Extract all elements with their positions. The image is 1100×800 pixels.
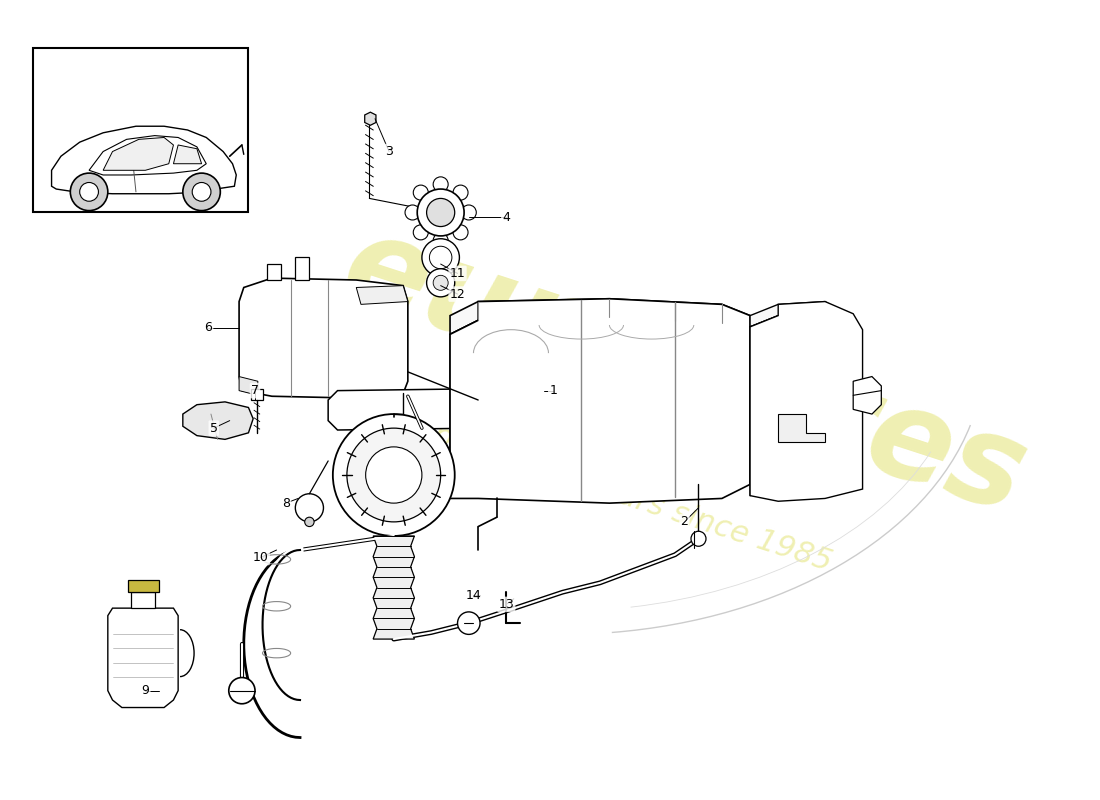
Circle shape — [453, 225, 468, 240]
Polygon shape — [778, 414, 825, 442]
Text: 12: 12 — [450, 287, 465, 301]
Polygon shape — [239, 377, 257, 395]
Text: euroPares: euroPares — [328, 205, 1041, 539]
Polygon shape — [52, 126, 236, 194]
Circle shape — [414, 225, 428, 240]
Polygon shape — [365, 112, 376, 126]
Text: 8: 8 — [282, 497, 290, 510]
Text: 1: 1 — [549, 384, 557, 397]
Text: 7: 7 — [251, 384, 258, 397]
Polygon shape — [750, 302, 862, 502]
Text: 4: 4 — [503, 210, 510, 224]
Text: 14: 14 — [465, 589, 482, 602]
Circle shape — [192, 182, 211, 202]
Circle shape — [429, 246, 452, 269]
Text: 2: 2 — [681, 515, 689, 528]
Circle shape — [229, 678, 255, 704]
Polygon shape — [251, 389, 263, 400]
Circle shape — [427, 198, 454, 226]
Circle shape — [365, 447, 422, 503]
Text: 13: 13 — [498, 598, 514, 611]
Text: 9: 9 — [142, 684, 150, 697]
Circle shape — [691, 531, 706, 546]
Circle shape — [433, 177, 448, 192]
Text: a passion for cars since 1985: a passion for cars since 1985 — [403, 411, 836, 577]
Polygon shape — [750, 316, 778, 496]
Polygon shape — [450, 298, 750, 334]
Text: 11: 11 — [450, 267, 465, 280]
Circle shape — [183, 173, 220, 210]
Circle shape — [346, 428, 441, 522]
Circle shape — [461, 205, 476, 220]
Polygon shape — [450, 298, 750, 503]
Circle shape — [305, 517, 315, 526]
Text: 5: 5 — [210, 422, 218, 434]
Circle shape — [295, 494, 323, 522]
Circle shape — [422, 238, 460, 276]
Circle shape — [79, 182, 98, 202]
Circle shape — [453, 185, 468, 200]
Polygon shape — [239, 278, 408, 398]
Polygon shape — [295, 258, 309, 280]
Text: 6: 6 — [205, 322, 212, 334]
Circle shape — [427, 269, 454, 297]
FancyBboxPatch shape — [33, 49, 249, 213]
Polygon shape — [356, 286, 408, 304]
Circle shape — [414, 185, 428, 200]
Polygon shape — [450, 320, 478, 498]
Polygon shape — [108, 608, 178, 707]
Circle shape — [70, 173, 108, 210]
Polygon shape — [373, 536, 415, 639]
Circle shape — [417, 189, 464, 236]
Circle shape — [333, 414, 454, 536]
Polygon shape — [89, 136, 207, 175]
Circle shape — [458, 612, 480, 634]
Polygon shape — [131, 592, 155, 608]
Polygon shape — [854, 377, 881, 414]
Polygon shape — [128, 580, 160, 592]
Text: 10: 10 — [253, 551, 268, 564]
Polygon shape — [328, 389, 487, 430]
Polygon shape — [750, 302, 844, 327]
Circle shape — [405, 205, 420, 220]
Text: 3: 3 — [385, 145, 393, 158]
Polygon shape — [103, 138, 174, 170]
Polygon shape — [174, 145, 201, 164]
Polygon shape — [183, 402, 253, 439]
Circle shape — [433, 275, 448, 290]
Polygon shape — [267, 264, 282, 280]
Circle shape — [433, 233, 448, 248]
